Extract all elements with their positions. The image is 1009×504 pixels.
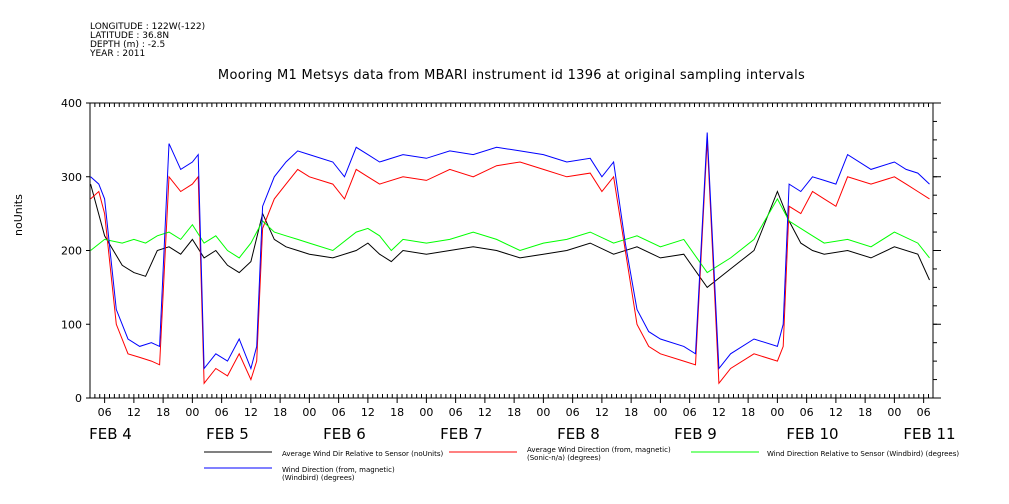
y-tick-label: 400 — [61, 97, 82, 110]
x-tick-label: 00 — [770, 406, 784, 419]
x-tick-label: 00 — [536, 406, 550, 419]
x-tick-label: 06 — [566, 406, 580, 419]
x-tick-label: 12 — [712, 406, 726, 419]
x-day-label: FEB 10 — [786, 425, 838, 443]
legend-label-series-3: Wind Direction Relative to Sensor (Windb… — [767, 450, 960, 458]
x-tick-label: 00 — [185, 406, 199, 419]
year-label: YEAR : 2011 — [90, 49, 146, 59]
x-tick-label: 06 — [683, 406, 697, 419]
x-day-label: FEB 9 — [674, 425, 717, 443]
x-tick-label: 18 — [273, 406, 287, 419]
x-day-label: FEB 8 — [557, 425, 600, 443]
x-tick-label: 18 — [741, 406, 755, 419]
x-tick-label: 12 — [478, 406, 492, 419]
x-tick-label: 18 — [858, 406, 872, 419]
x-tick-label: 06 — [917, 406, 931, 419]
x-tick-label: 18 — [390, 406, 404, 419]
x-day-label: FEB 11 — [903, 425, 955, 443]
x-tick-label: 18 — [507, 406, 521, 419]
legend-label-series-1: Average Wind Dir Relative to Sensor (noU… — [282, 450, 444, 458]
x-tick-label: 12 — [361, 406, 375, 419]
x-tick-label: 18 — [624, 406, 638, 419]
y-tick-label: 100 — [61, 318, 82, 331]
x-tick-label: 00 — [653, 406, 667, 419]
y-tick-label: 0 — [75, 392, 82, 405]
x-tick-label: 06 — [98, 406, 112, 419]
x-day-label: FEB 6 — [323, 425, 366, 443]
series-line-4 — [90, 132, 930, 371]
x-tick-label: 06 — [215, 406, 229, 419]
series-line-3 — [90, 197, 930, 274]
x-tick-label: 00 — [419, 406, 433, 419]
x-day-label: FEB 4 — [89, 425, 132, 443]
x-tick-label: 06 — [332, 406, 346, 419]
x-tick-label: 06 — [800, 406, 814, 419]
x-tick-label: 00 — [887, 406, 901, 419]
longitude-label: LONGITUDE : 122W(-122) — [90, 22, 206, 32]
depth-label: DEPTH (m) : -2.5 — [90, 40, 166, 50]
series-line-1 — [90, 183, 930, 289]
series-line-2 — [90, 139, 930, 385]
y-tick-label: 300 — [61, 171, 82, 184]
x-day-label: FEB 5 — [206, 425, 249, 443]
legend-label-series-2: Average Wind Direction (from, magnetic) … — [527, 446, 671, 462]
latitude-label: LATITUDE : 36.8N — [90, 31, 170, 41]
x-tick-label: 12 — [244, 406, 258, 419]
legend-label-series-4: Wind Direction (from, magnetic) (Windbir… — [282, 466, 395, 482]
chart-title: Mooring M1 Metsys data from MBARI instru… — [217, 68, 806, 83]
x-tick-label: 18 — [156, 406, 170, 419]
x-day-label: FEB 7 — [440, 425, 483, 443]
y-tick-label: 200 — [61, 245, 82, 258]
x-tick-label: 00 — [302, 406, 316, 419]
x-tick-label: 06 — [449, 406, 463, 419]
x-tick-label: 12 — [829, 406, 843, 419]
x-tick-label: 12 — [127, 406, 141, 419]
x-tick-label: 12 — [595, 406, 609, 419]
